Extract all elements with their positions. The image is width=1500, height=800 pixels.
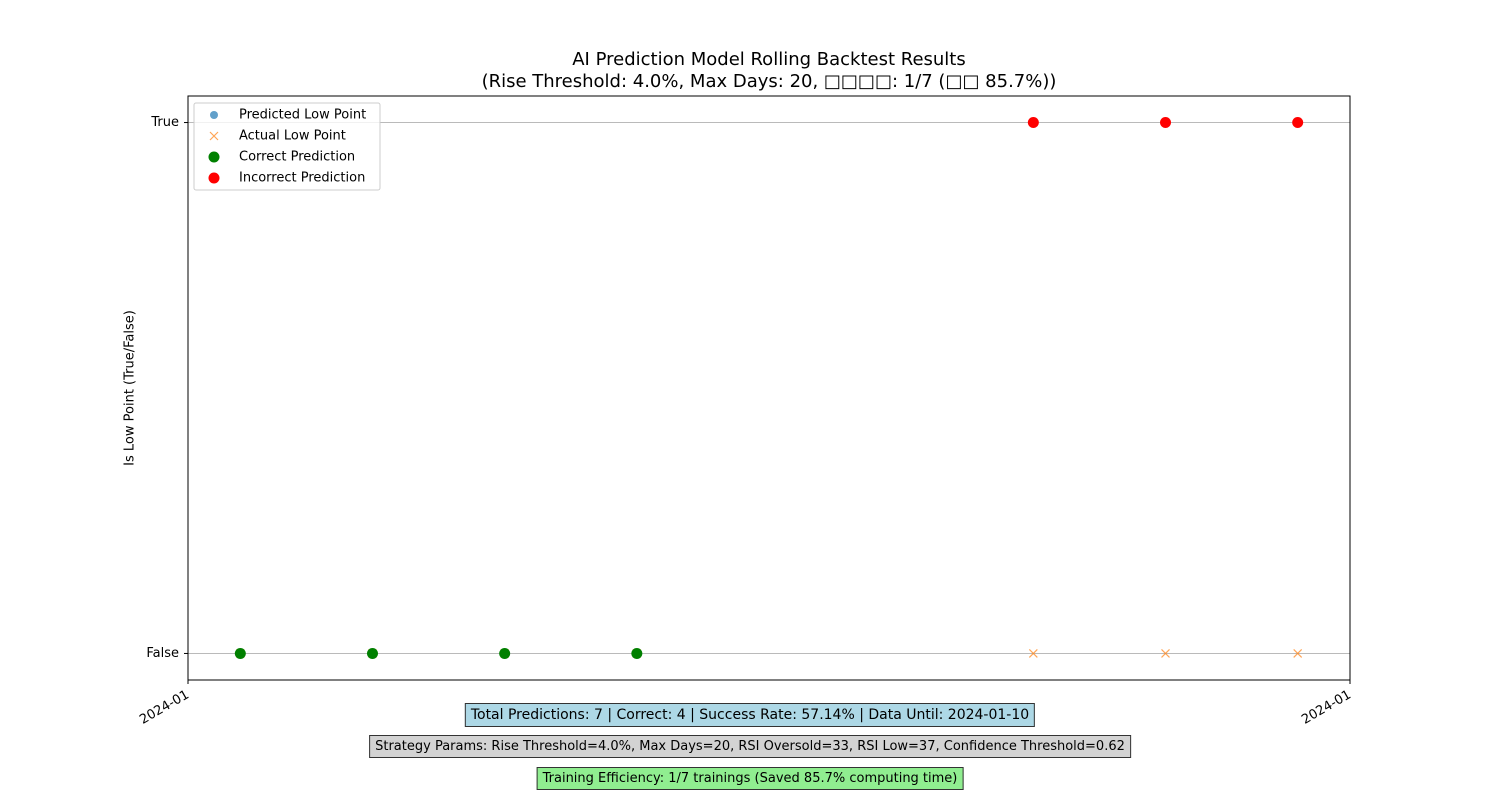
marker-dot: [208, 151, 220, 163]
marker-dot: [208, 172, 220, 184]
marker-x-stroke: [209, 131, 219, 141]
marker-x-stroke: [1028, 649, 1038, 658]
marker-x-stroke: [1293, 649, 1303, 658]
marker-dot: [210, 111, 218, 119]
annotation-box: Training Efficiency: 1/7 trainings (Save…: [536, 767, 964, 790]
x-tick-label: 2024-01: [1299, 688, 1354, 728]
marker-dot: [499, 647, 511, 659]
marker-dot: [234, 647, 246, 659]
marker-dot: [631, 647, 643, 659]
legend-label: Predicted Low Point: [239, 108, 366, 123]
y-tick-label: True: [150, 115, 179, 130]
legend-box: [193, 102, 381, 191]
y-axis-label: Is Low Point (True/False): [123, 310, 138, 466]
marker-dot: [1160, 117, 1172, 129]
chart-subtitle: (Rise Threshold: 4.0%, Max Days: 20, □□□…: [482, 71, 1057, 92]
marker-x: [1161, 649, 1170, 658]
marker-dot: [1292, 117, 1304, 129]
marker-dot: [1027, 117, 1039, 129]
marker-x-stroke: [1161, 649, 1170, 658]
y-tick-label: False: [146, 646, 179, 661]
marker-x: [1028, 649, 1038, 658]
marker-x: [1293, 649, 1303, 658]
marker-x: [209, 131, 219, 141]
x-tick-label: 2024-01: [137, 688, 192, 728]
chart-title: AI Prediction Model Rolling Backtest Res…: [572, 49, 966, 70]
plot-frame: [187, 95, 1351, 681]
legend-label: Incorrect Prediction: [239, 171, 365, 186]
annotation-box: Total Predictions: 7 | Correct: 4 | Succ…: [464, 703, 1036, 727]
marker-dot: [366, 647, 378, 659]
annotation-box: Strategy Params: Rise Threshold=4.0%, Ma…: [369, 735, 1131, 758]
legend-label: Actual Low Point: [239, 129, 346, 144]
legend-label: Correct Prediction: [239, 150, 355, 165]
